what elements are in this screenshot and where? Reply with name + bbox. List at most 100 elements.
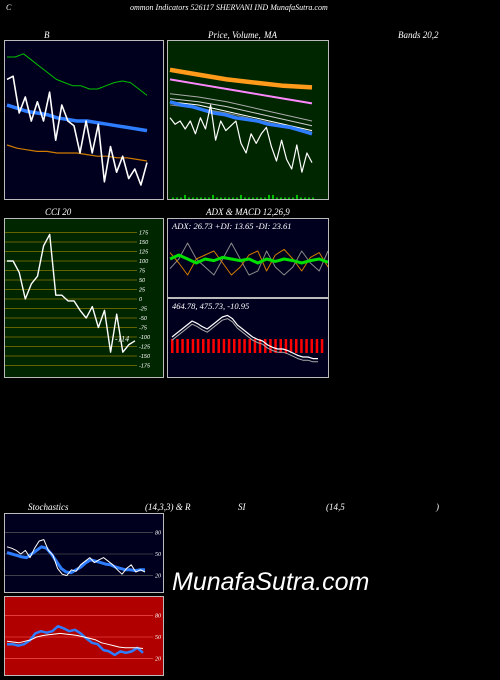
bands-label: Bands 20,2: [398, 30, 439, 40]
macd-histogram-bar: [295, 339, 298, 353]
stoch-tick-label: 20: [155, 574, 161, 580]
volume-bar: [200, 197, 202, 199]
stoch-tick-label: 50: [155, 552, 161, 558]
ma-pink-line: [169, 78, 313, 105]
macd-histogram-bar: [212, 339, 215, 353]
volume-bar: [272, 195, 274, 199]
cci-tick-label: 50: [139, 278, 146, 284]
volume-bar: [300, 197, 302, 199]
price-chart: [169, 67, 314, 199]
rsi-tick-label: 50: [155, 635, 161, 641]
adx-readout: ADX: 26.73 +DI: 13.65 -DI: 23.61: [172, 221, 292, 231]
volume-bar: [216, 197, 218, 199]
volume-bar: [196, 197, 198, 199]
volume-bar: [288, 197, 290, 199]
volume-bar: [172, 197, 174, 199]
macd-histogram-bar: [207, 339, 210, 353]
volume-bar: [252, 197, 254, 199]
ma-label: MA: [264, 30, 277, 40]
macd-histogram-bar: [274, 339, 277, 353]
macd-histogram-bar: [258, 339, 262, 353]
macd-histogram-bar: [227, 339, 231, 353]
macd-histogram-bar: [181, 339, 184, 353]
bollinger-chart: [6, 53, 148, 186]
volume-bar: [220, 197, 222, 199]
macd-histogram-bar: [176, 339, 179, 353]
rsi-chart: 80 50 20: [5, 613, 161, 663]
volume-bar: [204, 197, 206, 199]
cci-tick-label: -50: [139, 316, 148, 322]
cci-tick-label: -125: [139, 345, 151, 351]
header-title: ommon Indicators 526117 SHERVANI IND Mun…: [130, 3, 328, 12]
macd-histogram-bar: [191, 339, 195, 353]
ma-orange-line: [169, 67, 313, 90]
macd-histogram-bar: [222, 339, 226, 353]
adx-line: [169, 253, 328, 265]
cci-tick-label: -25: [139, 307, 148, 313]
macd-panel: 464.78, 475.73, -10.95: [167, 298, 329, 378]
header-initial: C: [6, 3, 12, 12]
cci-tick-label: 100: [139, 259, 149, 265]
macd-histogram-bar: [300, 339, 303, 353]
cci-tick-label: 0: [139, 297, 143, 303]
rsi-tick-label: 80: [155, 613, 161, 619]
price-line: [169, 104, 313, 173]
cci-tick-label: -75: [139, 326, 148, 332]
ma-white-line: [169, 101, 313, 132]
macd-histogram-bar: [253, 339, 257, 353]
volume-bar: [312, 197, 314, 199]
macd-histogram-bar: [186, 339, 189, 353]
cci-panel: 175 150 125 100 75 50 25 0 -25 -50 -75 -100 -125 -150…: [4, 218, 164, 378]
bollinger-panel: [4, 40, 164, 200]
ma-grey-line-1: [169, 93, 313, 122]
volume-bar: [284, 197, 286, 199]
volume-bar: [212, 195, 214, 199]
macd-signal-line: [171, 318, 318, 363]
cci-readout: -114: [115, 334, 129, 343]
bb-middle-band-line: [6, 103, 148, 133]
adx-di-minus-line: [169, 248, 328, 276]
macd-histogram-bar: [320, 339, 324, 353]
volume-bar: [228, 197, 230, 199]
stoch-d-line: [6, 545, 145, 575]
volume-label: Volume,: [232, 30, 261, 40]
stoch-k-line: [6, 539, 146, 577]
cci-tick-label: 150: [139, 240, 149, 246]
price-panel: [167, 40, 329, 200]
macd-histogram-bar: [284, 339, 288, 353]
volume-bar: [244, 197, 246, 199]
volume-bar: [248, 197, 250, 199]
volume-bar: [308, 197, 310, 199]
macd-histogram-bar: [233, 339, 236, 353]
watermark: MunafaSutra.com: [172, 568, 370, 596]
adx-panel: ADX: 26.73 +DI: 13.65 -DI: 23.61: [167, 218, 329, 298]
bb-lower-band-line: [6, 144, 148, 162]
macd-line: [171, 314, 318, 360]
volume-bar: [260, 197, 262, 199]
price-label: Price,: [208, 30, 230, 40]
cci-tick-label: 175: [139, 231, 149, 237]
close-paren-label: ): [436, 502, 439, 512]
volume-bar: [296, 195, 298, 199]
volume-bar: [192, 197, 194, 199]
rsi-params-label: (14,5: [326, 502, 345, 512]
volume-bar: [184, 195, 186, 199]
macd-histogram-bar: [171, 339, 174, 353]
cci-tick-label: -100: [139, 335, 151, 341]
macd-histogram-bar: [248, 339, 251, 353]
rsi-tick-label: 20: [155, 657, 161, 663]
volume-bar: [180, 197, 182, 199]
stoch-params-label: (14,3,3) & R: [145, 502, 191, 512]
stoch-tick-label: 80: [155, 530, 161, 536]
volume-bar: [280, 197, 282, 199]
volume-bar: [208, 197, 210, 199]
cci-tick-label: 25: [138, 288, 146, 294]
rsi-si-label: SI: [238, 502, 246, 512]
rsi-signal-line: [6, 632, 144, 649]
volume-bar: [224, 197, 226, 199]
bb-price-line: [6, 75, 148, 186]
adx-chart: [169, 242, 328, 276]
cci-tick-label: 75: [139, 269, 146, 275]
stoch-label: Stochastics: [28, 502, 69, 512]
volume-bar: [304, 197, 306, 199]
